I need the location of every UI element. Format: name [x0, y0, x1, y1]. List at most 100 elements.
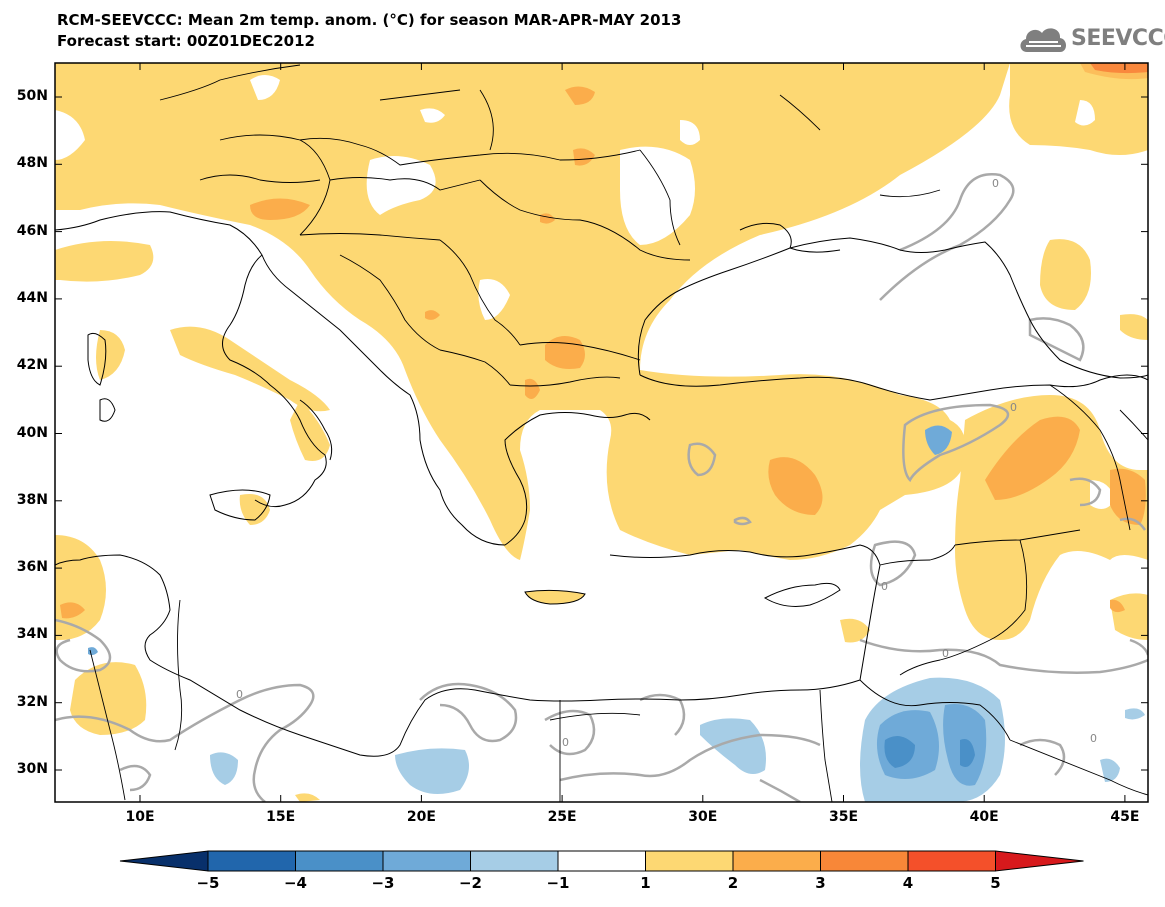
- warm-region-sardinia: [96, 330, 125, 380]
- neutral-hole-2: [366, 156, 436, 215]
- colorbar-min-arrow: [119, 850, 209, 872]
- axis-ticks: [55, 63, 1148, 802]
- cold-region-east-1: [1100, 758, 1120, 782]
- lon-label: 30E: [688, 809, 718, 825]
- neutral-hole-6: [478, 279, 510, 320]
- contour-label-4: 0: [942, 647, 949, 660]
- colorbar-swatch: [295, 850, 384, 872]
- title-line-2: Forecast start: 00Z01DEC2012: [57, 32, 315, 50]
- contour-label-7: 0: [1090, 732, 1097, 745]
- colorbar: [119, 850, 1084, 872]
- cold-region-libya-west: [210, 752, 238, 785]
- colorbar-label: 1: [640, 874, 651, 892]
- cold-region-turkey: [925, 425, 952, 455]
- warm-region-west-africa: [55, 535, 106, 640]
- colorbar-swatch: [645, 850, 734, 872]
- anomaly-2-3-east: [985, 416, 1080, 500]
- cold-region-tunisia: [88, 647, 98, 656]
- warm-region-cyprus-west: [840, 618, 870, 643]
- lat-label: 36N: [16, 559, 48, 576]
- lon-label: 40E: [969, 809, 999, 825]
- lon-label: 25E: [547, 809, 577, 825]
- contour-label-1: 0: [992, 177, 999, 190]
- anomaly-2-3-poland: [565, 86, 595, 105]
- warm-region-europe: [55, 63, 1010, 560]
- warm-region-caspian: [1040, 239, 1091, 310]
- warm-region-italy: [170, 326, 330, 412]
- warm-region-italy-south: [290, 400, 330, 461]
- contour-label-5: 0: [562, 736, 569, 749]
- neutral-hole-7: [55, 110, 85, 160]
- colorbar-label: −4: [283, 874, 307, 892]
- lon-label: 15E: [266, 809, 296, 825]
- lon-label: 20E: [406, 809, 436, 825]
- anomaly-3-4-caucasus: [1080, 63, 1148, 80]
- colorbar-label: −3: [371, 874, 395, 892]
- colorbar-label: −2: [458, 874, 482, 892]
- colorbar-label: 5: [990, 874, 1001, 892]
- colorbar-swatch: [732, 850, 821, 872]
- warm-region-crete: [525, 590, 585, 604]
- anomaly-fields: [55, 63, 1148, 802]
- cold-region-egypt: [700, 718, 766, 774]
- lat-label: 32N: [16, 693, 48, 710]
- anomaly-2-3-austria: [250, 198, 310, 220]
- lat-label: 50N: [16, 88, 48, 104]
- cold-region-libya: [395, 748, 469, 794]
- contour-labels: 0 0 0 0 0 0 0: [236, 177, 1097, 749]
- colorbar-swatch: [470, 850, 559, 872]
- contour-label-6: 0: [881, 580, 888, 593]
- anomaly-2-3-iraq: [1110, 599, 1125, 613]
- colorbar-max-arrow: [995, 850, 1084, 872]
- colorbar-label: 3: [815, 874, 826, 892]
- lon-label: 10E: [125, 809, 155, 825]
- lat-label: 46N: [16, 222, 48, 239]
- warm-region-sicily: [239, 494, 270, 525]
- colorbar-swatch: [907, 850, 996, 872]
- lat-label: 30N: [16, 761, 48, 777]
- neutral-hole-9: [1090, 480, 1115, 509]
- seevccc-logo: SEEVCCC: [1017, 22, 1165, 56]
- colorbar-swatch: [820, 850, 909, 872]
- lon-label: 35E: [828, 809, 859, 825]
- lat-label: 40N: [16, 424, 48, 441]
- coastlines: [55, 211, 1148, 757]
- anomaly-2-3-macedonia: [525, 378, 540, 399]
- neutral-hole-5: [680, 120, 700, 145]
- neutral-hole-4: [620, 146, 695, 245]
- lon-label: 45E: [1110, 809, 1140, 825]
- colorbar-swatch: [557, 850, 646, 872]
- warm-region-libya-south: [295, 793, 320, 802]
- colorbar-swatch: [382, 850, 471, 872]
- neutral-hole-1: [250, 75, 280, 100]
- lat-label: 44N: [16, 289, 48, 306]
- cold-region-arabia-core: [884, 736, 915, 768]
- anomaly-2-3-tunisia: [60, 602, 85, 619]
- lat-label: 38N: [16, 491, 48, 508]
- cold-region-arabia-core-2: [960, 739, 975, 768]
- anomaly-2-3-anatolia: [768, 457, 823, 515]
- warm-region-far-east: [1120, 314, 1148, 340]
- anomaly-2-3-serbia: [425, 310, 440, 320]
- lat-label: 34N: [16, 626, 48, 643]
- map-title: RCM-SEEVCCC: Mean 2m temp. anom. (°C) fo…: [57, 10, 681, 52]
- contour-label-3: 0: [236, 688, 243, 701]
- colorbar-swatch: [207, 850, 296, 872]
- country-borders: [89, 64, 1148, 802]
- anomaly-2-3-bulgaria: [545, 336, 585, 369]
- colorbar-label: 2: [727, 874, 739, 892]
- lat-label: 42N: [16, 357, 48, 374]
- warm-region-north-sardinia: [55, 241, 154, 282]
- colorbar-label: −1: [546, 874, 570, 892]
- colorbar-label: −5: [196, 874, 220, 892]
- map-frame: [54, 62, 1149, 803]
- lat-label: 48N: [16, 155, 48, 172]
- anomaly-2-3-iran: [1110, 468, 1146, 525]
- colorbar-label: 4: [902, 874, 914, 892]
- neutral-hole-3: [420, 108, 445, 123]
- contour-label-2: 0: [1010, 401, 1017, 414]
- logo-text: SEEVCCC: [1071, 26, 1165, 51]
- neutral-hole-8: [1075, 100, 1095, 126]
- anomaly-2-3-ukraine: [573, 148, 595, 166]
